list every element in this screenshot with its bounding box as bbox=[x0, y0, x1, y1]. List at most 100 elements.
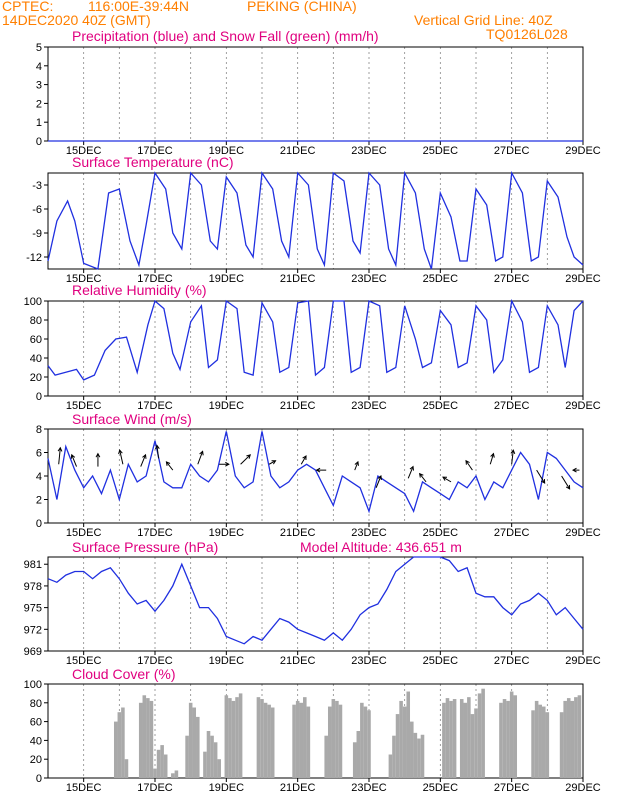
cloud-ytick-label: 60 bbox=[30, 717, 42, 729]
cloud-bar bbox=[566, 698, 571, 778]
temperature-xtick-label: 19DEC bbox=[209, 273, 245, 285]
wind-xtick-label: 21DEC bbox=[280, 527, 316, 539]
wind-arrow-head bbox=[225, 461, 230, 467]
wind-arrow-head bbox=[315, 467, 321, 473]
cloud-xtick-label: 29DEC bbox=[565, 782, 601, 794]
wind-arrow-head bbox=[118, 449, 123, 455]
wind-arrow bbox=[442, 476, 452, 483]
cloud-bar bbox=[196, 716, 200, 778]
precipitation-ytick-label: 3 bbox=[36, 80, 42, 92]
cloud-bar bbox=[267, 704, 271, 778]
cloud-bar bbox=[192, 707, 197, 778]
wind-arrow bbox=[536, 469, 546, 484]
precipitation-xtick-label: 19DEC bbox=[209, 145, 245, 157]
wind-arrow-head bbox=[490, 452, 495, 458]
cloud-bar bbox=[420, 734, 425, 778]
wind-arrow-head bbox=[95, 452, 101, 458]
humidity-ytick-label: 40 bbox=[30, 353, 42, 365]
cloud-bar bbox=[231, 700, 236, 778]
cloud-bar bbox=[541, 706, 546, 778]
cloud-bar bbox=[360, 702, 364, 778]
cloud-bar bbox=[538, 704, 542, 778]
pressure-xtick-label: 21DEC bbox=[280, 655, 316, 667]
wind-arrow bbox=[561, 475, 571, 490]
wind-arrow bbox=[268, 460, 276, 465]
cloud-bar bbox=[146, 698, 150, 778]
cloud-bar bbox=[563, 700, 567, 778]
wind-arrow-head bbox=[419, 472, 424, 478]
wind-arrow-head bbox=[565, 484, 571, 490]
cloud-bar bbox=[299, 702, 304, 778]
cloud-bar bbox=[474, 708, 478, 778]
pressure-xtick-label: 23DEC bbox=[351, 655, 387, 667]
pressure-model-altitude: Model Altitude: 436.651 m bbox=[300, 539, 462, 555]
cloud-bar bbox=[117, 712, 122, 778]
cloud-bar bbox=[459, 699, 464, 778]
precipitation-ytick-label: 2 bbox=[36, 98, 42, 110]
panel-title-wind: Surface Wind (m/s) bbox=[72, 411, 192, 427]
header-run: 14DEC2020 40Z (GMT) bbox=[2, 12, 151, 28]
wind-arrow-head bbox=[199, 450, 204, 456]
pressure-xtick-label: 19DEC bbox=[209, 655, 245, 667]
wind-xtick-label: 25DEC bbox=[423, 527, 459, 539]
temperature-xtick-label: 15DEC bbox=[66, 273, 102, 285]
precipitation-xtick-label: 25DEC bbox=[423, 145, 459, 157]
humidity-xtick-label: 15DEC bbox=[66, 400, 102, 412]
panel-title-humidity: Relative Humidity (%) bbox=[72, 282, 207, 298]
wind-arrow-head bbox=[442, 476, 448, 481]
precipitation-xtick-label: 21DEC bbox=[280, 145, 316, 157]
cloud-bar bbox=[477, 693, 482, 778]
humidity-ytick-label: 60 bbox=[30, 334, 42, 346]
wind-xtick-label: 29DEC bbox=[565, 527, 601, 539]
precipitation-ytick-label: 5 bbox=[36, 42, 42, 54]
pressure-xtick-label: 29DEC bbox=[565, 655, 601, 667]
cloud-bar bbox=[392, 735, 396, 778]
wind-arrow bbox=[58, 447, 61, 465]
humidity-ytick-label: 0 bbox=[36, 391, 42, 403]
cloud-bar bbox=[124, 759, 129, 778]
precipitation-ytick-label: 1 bbox=[36, 117, 42, 129]
cloud-bar bbox=[331, 699, 336, 778]
cloud-bar bbox=[153, 768, 157, 778]
cloud-bar bbox=[206, 731, 211, 778]
cloud-bar bbox=[113, 721, 118, 778]
pressure-series-line bbox=[47, 556, 584, 645]
wind-arrow bbox=[407, 466, 414, 479]
cloud-bar bbox=[213, 742, 218, 778]
cloud-bar bbox=[452, 699, 457, 778]
cloud-bar bbox=[449, 700, 453, 778]
temperature-ytick-label: -3 bbox=[32, 180, 42, 192]
cloud-bar bbox=[260, 699, 264, 778]
humidity-ytick-label: 80 bbox=[30, 315, 42, 327]
wind-ytick-label: 4 bbox=[36, 471, 42, 483]
cloud-bar bbox=[217, 759, 221, 778]
cloud-bar bbox=[502, 699, 507, 778]
pressure-ytick-label: 975 bbox=[24, 603, 42, 615]
wind-arrow-head bbox=[465, 459, 470, 465]
pressure-ytick-label: 972 bbox=[24, 624, 42, 636]
wind-arrow-head bbox=[510, 449, 516, 455]
cloud-bar bbox=[203, 751, 207, 778]
cloud-bar bbox=[577, 695, 582, 778]
temperature-frame bbox=[47, 172, 584, 270]
cloud-bar bbox=[531, 710, 535, 778]
wind-arrow-head bbox=[57, 446, 63, 452]
temperature-xtick-label: 25DEC bbox=[423, 273, 459, 285]
pressure-xtick-label: 17DEC bbox=[137, 655, 173, 667]
pressure-frame bbox=[47, 556, 584, 652]
wind-arrow bbox=[140, 454, 147, 467]
wind-frame bbox=[47, 428, 584, 524]
cloud-frame bbox=[47, 683, 584, 779]
cloud-ytick-label: 100 bbox=[24, 679, 42, 691]
pressure-xtick-label: 25DEC bbox=[423, 655, 459, 667]
cloud-bar bbox=[395, 714, 400, 778]
wind-xtick-label: 23DEC bbox=[351, 527, 387, 539]
wind-ytick-label: 6 bbox=[36, 448, 42, 460]
wind-arrow bbox=[354, 461, 359, 471]
humidity-series-line bbox=[47, 298, 584, 381]
precipitation-xtick-label: 17DEC bbox=[137, 145, 173, 157]
precipitation-frame bbox=[47, 46, 584, 142]
cloud-bar bbox=[410, 721, 414, 778]
wind-arrow-head bbox=[377, 475, 382, 481]
cloud-xtick-label: 19DEC bbox=[209, 782, 245, 794]
